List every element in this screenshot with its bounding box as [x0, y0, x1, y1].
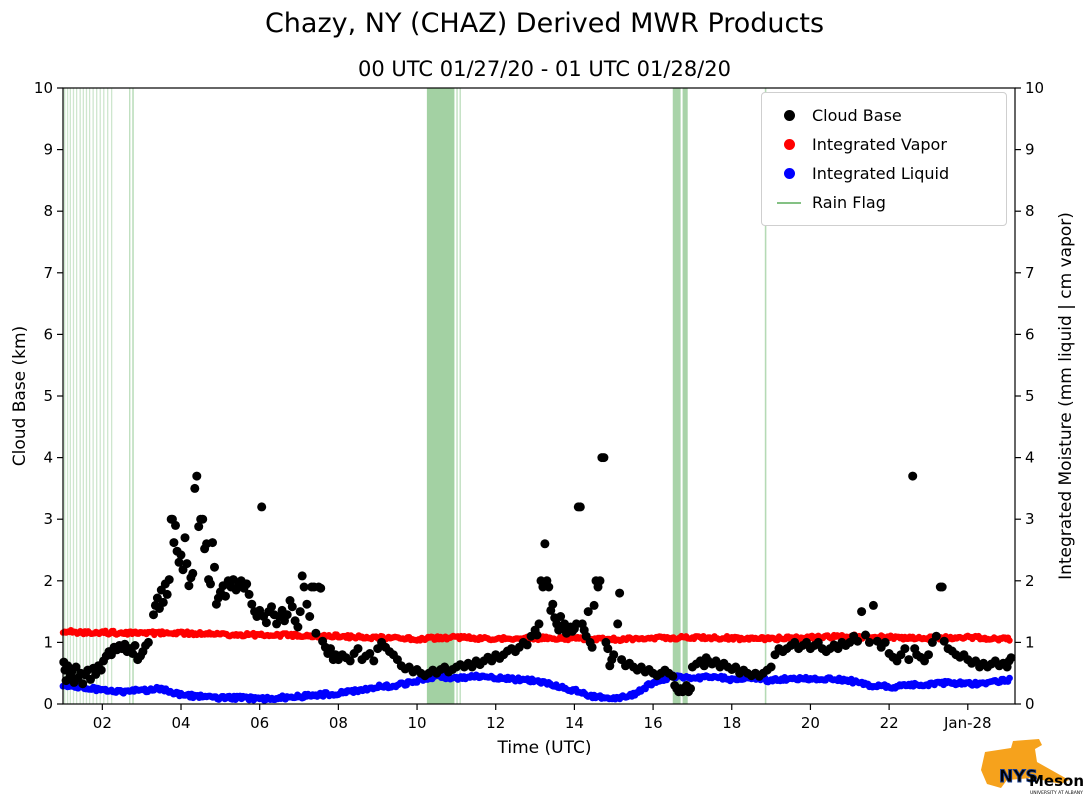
chart-subtitle: 00 UTC 01/27/20 - 01 UTC 01/28/20	[358, 57, 731, 81]
legend-label: Cloud Base	[812, 106, 902, 125]
svg-text:0: 0	[43, 695, 53, 713]
legend: Cloud Base Integrated Vapor Integrated L…	[761, 92, 1007, 226]
svg-text:20: 20	[801, 714, 820, 732]
rain-flag-marker-icon	[777, 201, 801, 204]
svg-text:3: 3	[43, 510, 53, 528]
logo-nys-text: NYS	[999, 767, 1038, 787]
svg-text:10: 10	[1025, 79, 1044, 97]
svg-text:10: 10	[34, 79, 53, 97]
svg-text:18: 18	[722, 714, 741, 732]
svg-text:16: 16	[644, 714, 663, 732]
svg-text:06: 06	[250, 714, 269, 732]
legend-label: Rain Flag	[812, 193, 886, 212]
nys-mesonet-logo: NYS Mesonet UNIVERSITY AT ALBANY	[973, 734, 1089, 800]
svg-text:9: 9	[1025, 141, 1035, 159]
svg-text:22: 22	[880, 714, 899, 732]
x-axis-label: Time (UTC)	[497, 738, 592, 758]
cloud-base-marker-icon	[783, 110, 795, 121]
svg-text:5: 5	[1025, 387, 1035, 405]
svg-text:6: 6	[1025, 325, 1035, 343]
logo-tagline-text: UNIVERSITY AT ALBANY	[1030, 790, 1083, 796]
ny-state-shape-icon	[981, 739, 1069, 788]
svg-text:Jan-28: Jan-28	[943, 714, 992, 732]
legend-row-integrated-vapor: Integrated Vapor	[774, 130, 1006, 159]
legend-row-cloud-base: Cloud Base	[774, 101, 1006, 130]
svg-text:4: 4	[43, 449, 53, 467]
svg-text:8: 8	[43, 202, 53, 220]
svg-text:12: 12	[486, 714, 505, 732]
integrated-vapor-marker-icon	[783, 139, 795, 150]
chart-title: Chazy, NY (CHAZ) Derived MWR Products	[264, 8, 825, 39]
svg-text:2: 2	[1025, 572, 1035, 590]
svg-text:1: 1	[43, 633, 53, 651]
svg-text:02: 02	[93, 714, 112, 732]
legend-row-rain-flag: Rain Flag	[774, 188, 1006, 217]
legend-label: Integrated Liquid	[812, 164, 950, 183]
legend-label: Integrated Vapor	[812, 135, 947, 154]
svg-text:6: 6	[43, 325, 53, 343]
svg-text:2: 2	[43, 572, 53, 590]
svg-text:7: 7	[1025, 264, 1035, 282]
svg-text:04: 04	[171, 714, 190, 732]
svg-text:9: 9	[43, 141, 53, 159]
svg-text:4: 4	[1025, 449, 1035, 467]
svg-text:5: 5	[43, 387, 53, 405]
integrated-liquid-marker-icon	[783, 168, 795, 179]
svg-text:0: 0	[1025, 695, 1035, 713]
svg-text:14: 14	[565, 714, 584, 732]
svg-text:8: 8	[1025, 202, 1035, 220]
logo-mesonet-text: Mesonet	[1029, 772, 1083, 790]
svg-text:3: 3	[1025, 510, 1035, 528]
svg-text:1: 1	[1025, 633, 1035, 651]
svg-text:7: 7	[43, 264, 53, 282]
svg-text:08: 08	[329, 714, 348, 732]
svg-text:10: 10	[408, 714, 427, 732]
legend-row-integrated-liquid: Integrated Liquid	[774, 159, 1006, 188]
